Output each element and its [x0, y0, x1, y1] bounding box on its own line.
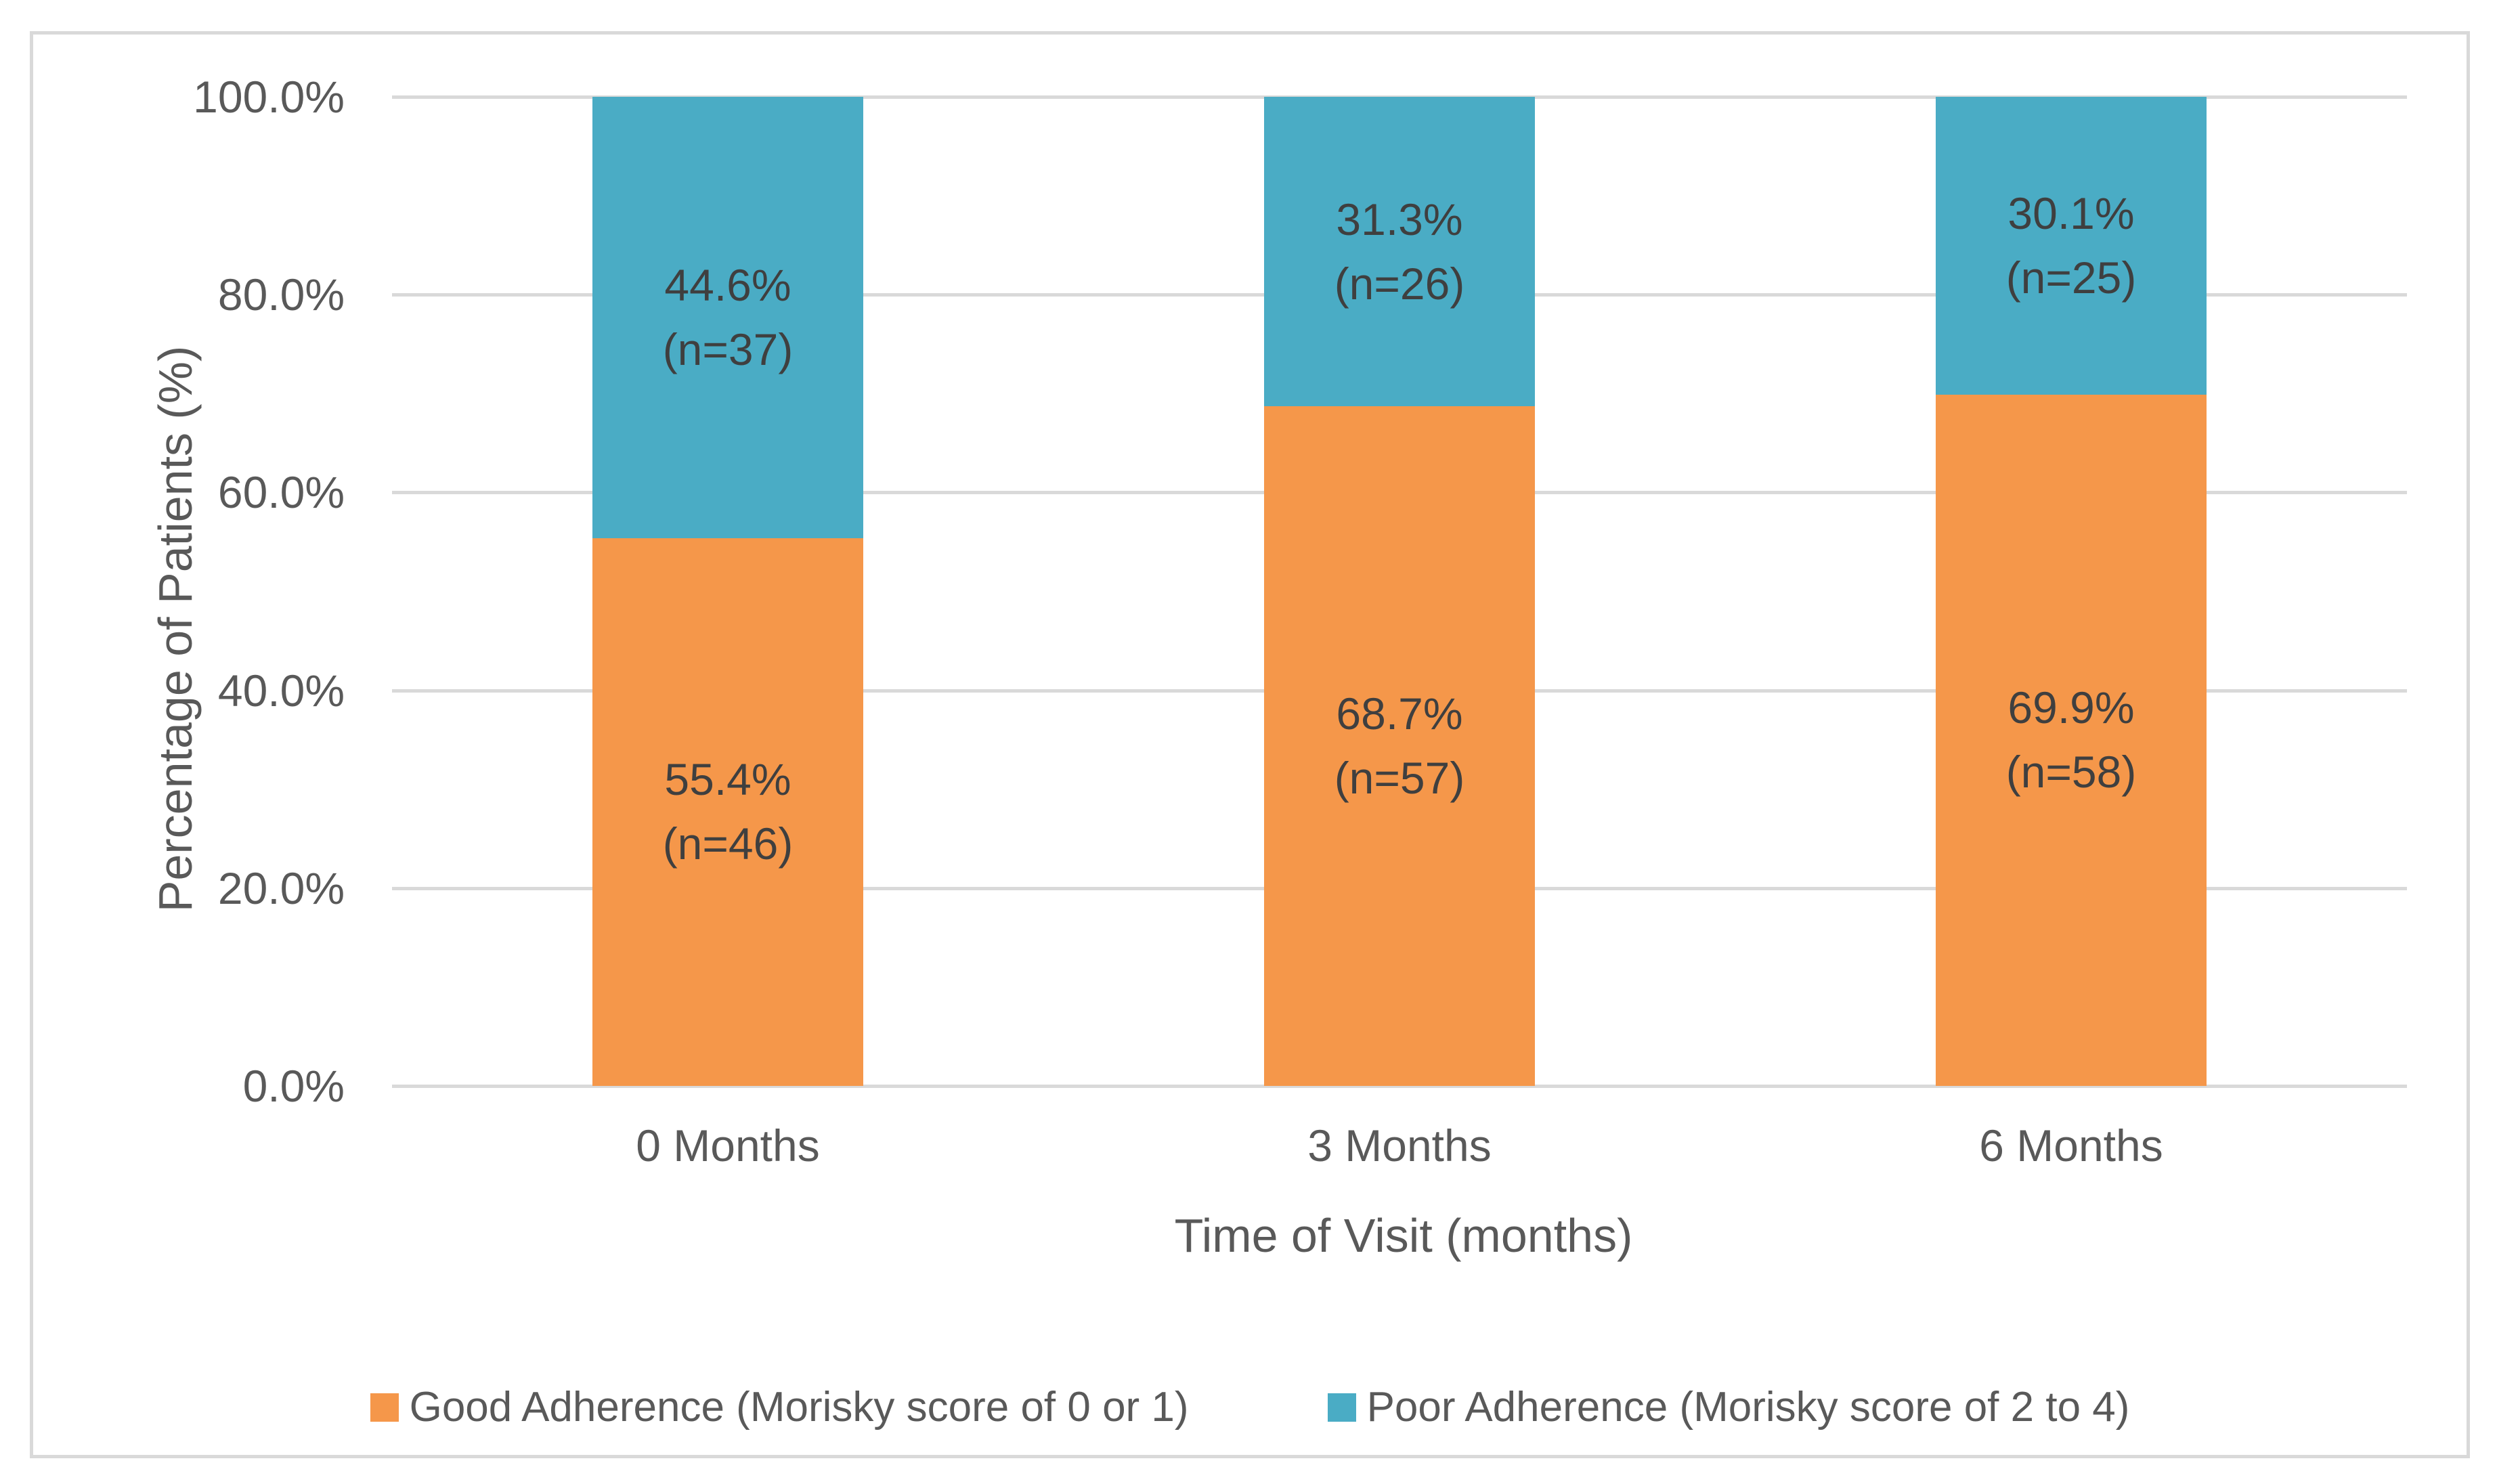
- legend: Good Adherence (Morisky score of 0 or 1)…: [33, 1383, 2467, 1431]
- bar-segment-good-adherence: 55.4% (n=46): [592, 538, 863, 1086]
- bar-segment-poor-adherence: 44.6% (n=37): [592, 97, 863, 538]
- y-axis-tick-label: 0.0%: [242, 1061, 345, 1111]
- legend-label: Poor Adherence (Morisky score of 2 to 4): [1366, 1384, 2130, 1431]
- bar-segment-label: 68.7% (n=57): [1264, 682, 1535, 810]
- x-axis-title: Time of Visit (months): [1174, 1209, 1633, 1262]
- bar-segment-good-adherence: 69.9% (n=58): [1936, 394, 2207, 1086]
- bar-segment-percent: 31.3%: [1336, 194, 1463, 244]
- bar-segment-percent: 44.6%: [664, 259, 791, 310]
- x-axis-category-label: 0 Months: [636, 1120, 820, 1171]
- legend-item-good-adherence: Good Adherence (Morisky score of 0 or 1): [370, 1383, 1189, 1431]
- bar-segment-percent: 55.4%: [664, 754, 791, 805]
- legend-label: Good Adherence (Morisky score of 0 or 1): [409, 1384, 1189, 1431]
- bar-segment-count: (n=46): [662, 819, 794, 869]
- bar-segment-poor-adherence: 30.1% (n=25): [1936, 97, 2207, 395]
- bar-segment-label: 55.4% (n=46): [592, 747, 863, 876]
- stacked-bar: 68.7% (n=57) 31.3% (n=26): [1264, 97, 1535, 1086]
- bar-segment-poor-adherence: 31.3% (n=26): [1264, 97, 1535, 407]
- y-axis-tick-label: 20.0%: [217, 863, 345, 913]
- y-axis-tick-label: 80.0%: [217, 269, 345, 320]
- x-axis-category-label: 3 Months: [1307, 1120, 1492, 1171]
- y-axis-tick-label: 40.0%: [217, 665, 345, 716]
- bar-segment-count: (n=37): [662, 324, 794, 374]
- bar-segment-count: (n=26): [1334, 258, 1465, 309]
- bar-segment-percent: 30.1%: [2007, 188, 2135, 238]
- gridline: [392, 1085, 2407, 1088]
- bar-segment-percent: 68.7%: [1336, 689, 1463, 739]
- legend-swatch-icon: [370, 1393, 399, 1422]
- stacked-bar: 69.9% (n=58) 30.1% (n=25): [1936, 97, 2207, 1086]
- bar-segment-count: (n=58): [2005, 747, 2137, 798]
- legend-swatch-icon: [1327, 1393, 1356, 1422]
- stacked-bar: 55.4% (n=46) 44.6% (n=37): [592, 97, 863, 1086]
- y-axis-tick-label: 100.0%: [193, 72, 345, 122]
- legend-item-poor-adherence: Poor Adherence (Morisky score of 2 to 4): [1327, 1383, 2130, 1431]
- chart-border: Percentage of Patients (%) 0.0% 20.0% 40.0…: [30, 31, 2470, 1458]
- bar-segment-label: 31.3% (n=26): [1264, 188, 1535, 316]
- bar-segment-good-adherence: 68.7% (n=57): [1264, 406, 1535, 1086]
- y-axis-tick-label: 60.0%: [217, 467, 345, 518]
- bar-segment-label: 69.9% (n=58): [1936, 676, 2207, 804]
- bar-segment-percent: 69.9%: [2007, 682, 2135, 733]
- bar-segment-label: 44.6% (n=37): [592, 253, 863, 382]
- x-axis-category-label: 6 Months: [1979, 1120, 2163, 1171]
- bar-segment-count: (n=57): [1334, 753, 1465, 804]
- bar-segment-count: (n=25): [2005, 252, 2137, 303]
- bar-segment-label: 30.1% (n=25): [1936, 181, 2207, 310]
